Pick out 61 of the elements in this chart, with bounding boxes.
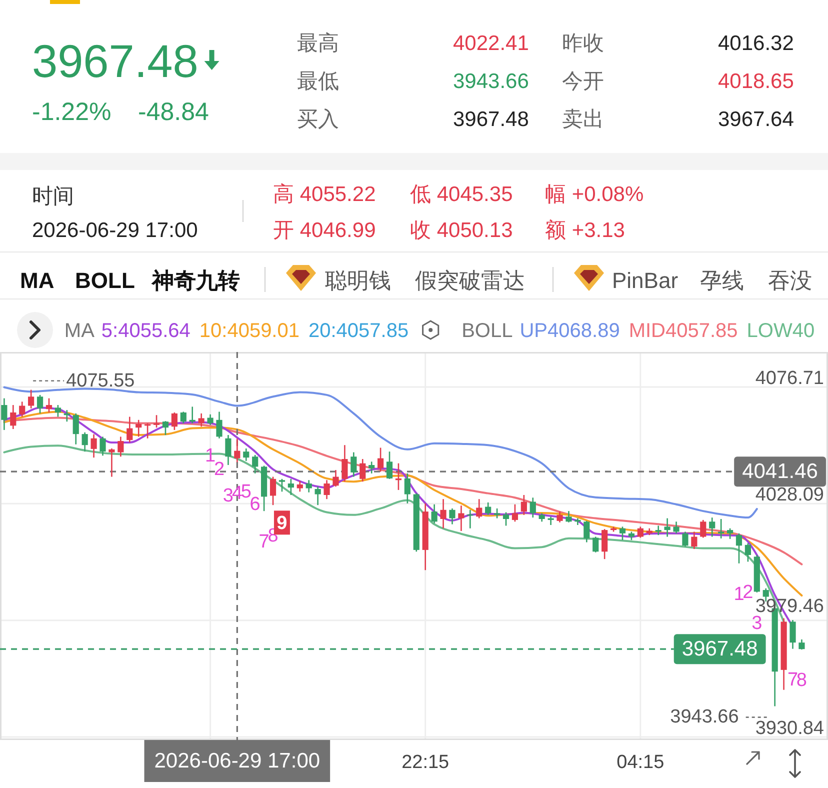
text: MA [64,320,96,342]
annotation: 2 [214,458,225,480]
annotation: 7 [258,532,270,553]
text: UP4068.89 [520,320,620,342]
x-tick-label: 22:15 [402,752,450,773]
text: 最低 [297,70,339,93]
text: 3967.48 [453,108,529,131]
text: BOLL [462,320,513,342]
text: 高 4055.22 [273,183,376,206]
text: 最高 [297,32,339,55]
annotation: 4075.55 [66,370,135,392]
text: 开 4046.99 [273,219,376,242]
annotation: 3943.66 [670,706,739,728]
annotation: 3 [222,486,234,507]
annotation: 5 [240,481,252,502]
text: 2026-06-29 17:00 [32,219,198,242]
text: -1.22% [32,98,112,126]
annotation: 8 [796,670,808,692]
text: 吞没 [768,268,812,293]
y-tick-label: 3930.84 [755,718,824,739]
text: 买入 [297,108,339,131]
y-tick-label: 4076.71 [755,368,824,390]
text: 聪明钱 [325,268,391,293]
text: 收 4050.13 [410,219,513,242]
annotation: 6 [250,494,260,515]
annotation: 1 [734,584,744,605]
text: 神奇九转 [151,268,240,293]
ref-line-label: 3967.48 [682,638,758,661]
text: 低 4045.35 [410,183,513,206]
ref-line-label: 2026-06-29 17:00 [154,750,320,772]
annotation: 2 [742,582,754,604]
text: 幅 +0.08% [545,183,644,206]
text: -48.84 [138,98,209,126]
text: 额 +3.13 [545,219,625,242]
text: 孕线 [700,268,744,293]
text: 20:4057.85 [308,320,409,342]
annotation: 3 [752,612,762,634]
annotation: 4 [232,482,243,504]
y-tick-label: 4028.09 [755,484,824,506]
text: 3967.64 [718,108,794,131]
text: 10:4059.01 [199,320,300,342]
annotation: 9 [276,513,288,534]
ref-line-label: 4041.46 [742,460,818,484]
text: 3967.48 [32,35,198,87]
text: 4022.41 [453,32,529,55]
text: 5:4055.64 [101,320,190,342]
text: 今开 [562,70,604,93]
text: 昨收 [562,32,604,55]
text: 3943.66 [453,70,529,93]
text: 4016.32 [718,32,794,55]
text: 4018.65 [718,70,794,93]
text: BOLL [75,268,135,293]
annotation: 7 [787,669,798,690]
text: 时间 [32,185,74,208]
text: 卖出 [562,108,604,131]
text: LOW40 [746,320,815,342]
text: PinBar [612,268,678,293]
x-tick-label: 04:15 [616,752,664,773]
text: MID4057.85 [628,320,738,342]
text: 假突破雷达 [415,268,525,293]
text: MA [20,268,54,293]
